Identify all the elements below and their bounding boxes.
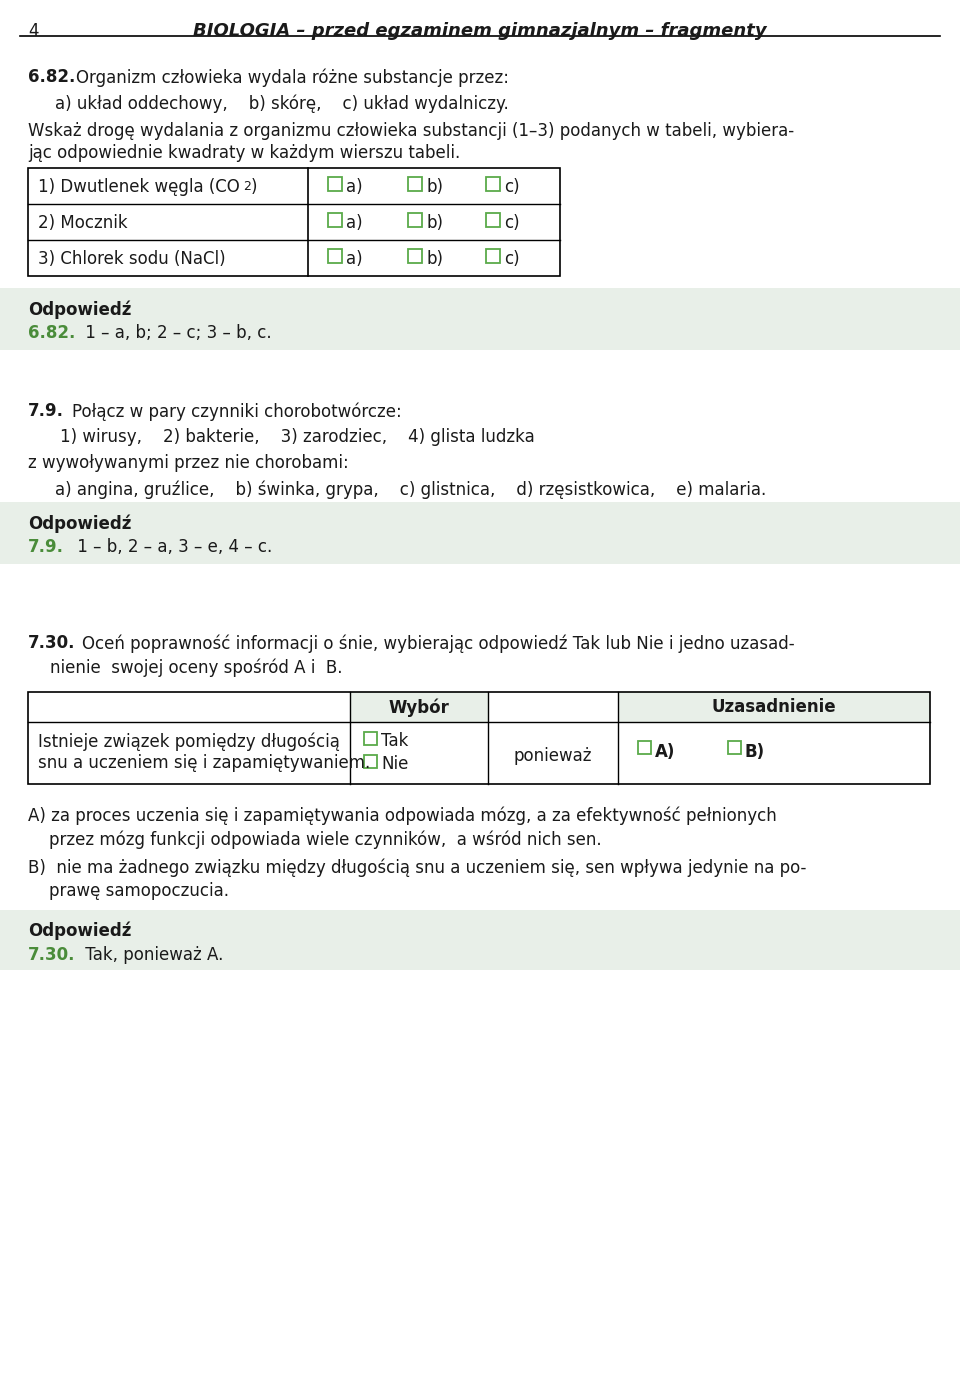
Bar — [0, 910, 960, 969]
Text: a) układ oddechowy,    b) skórę,    c) układ wydalniczy.: a) układ oddechowy, b) skórę, c) układ w… — [55, 94, 509, 113]
Bar — [364, 755, 377, 769]
Text: 6.82.: 6.82. — [28, 324, 76, 342]
Bar — [364, 732, 377, 745]
Bar — [408, 177, 422, 191]
Text: A) za proces uczenia się i zapamiętywania odpowiada mózg, a za efektywność pełni: A) za proces uczenia się i zapamiętywani… — [28, 806, 777, 825]
Bar — [408, 249, 422, 263]
Text: B): B) — [745, 742, 765, 760]
Text: Wybór: Wybór — [389, 698, 449, 716]
Bar — [486, 177, 500, 191]
Text: Wskaż drogę wydalania z organizmu człowieka substancji (1–3) podanych w tabeli, : Wskaż drogę wydalania z organizmu człowi… — [28, 122, 794, 140]
Bar — [0, 502, 960, 564]
Text: a): a) — [346, 177, 363, 197]
Text: 1 – a, b; 2 – c; 3 – b, c.: 1 – a, b; 2 – c; 3 – b, c. — [80, 324, 272, 342]
Bar — [328, 213, 342, 227]
Text: 7.9.: 7.9. — [28, 538, 64, 556]
Bar — [638, 741, 651, 754]
Text: Tak: Tak — [381, 732, 408, 749]
Text: ): ) — [251, 177, 257, 197]
Text: A): A) — [655, 742, 676, 760]
Bar — [408, 213, 422, 227]
Bar — [28, 168, 560, 276]
Text: Tak, ponieważ A.: Tak, ponieważ A. — [80, 946, 224, 964]
Text: Istnieje związek pomiędzy długością: Istnieje związek pomiędzy długością — [38, 732, 340, 751]
Text: 2) Mocznik: 2) Mocznik — [38, 214, 128, 232]
Text: b): b) — [426, 177, 443, 197]
Text: prawę samopoczucia.: prawę samopoczucia. — [28, 881, 229, 901]
Text: snu a uczeniem się i zapamiętywaniem.: snu a uczeniem się i zapamiętywaniem. — [38, 754, 371, 771]
Text: 7.30.: 7.30. — [28, 946, 76, 964]
Text: b): b) — [426, 250, 443, 268]
Text: 2: 2 — [243, 180, 251, 192]
Text: 6.82.: 6.82. — [28, 67, 76, 87]
Bar — [486, 213, 500, 227]
Text: przez mózg funkcji odpowiada wiele czynników,  a wśród nich sen.: przez mózg funkcji odpowiada wiele czynn… — [28, 830, 602, 848]
Text: b): b) — [426, 214, 443, 232]
Text: Uzasadnienie: Uzasadnienie — [711, 698, 836, 716]
Text: a) angina, gruźlice,    b) świnka, grypa,    c) glistnica,    d) rzęsistkowica, : a) angina, gruźlice, b) świnka, grypa, c… — [55, 480, 766, 499]
Text: Nie: Nie — [381, 755, 408, 773]
Text: BIOLOGIA – przed egzaminem gimnazjalnym – fragmenty: BIOLOGIA – przed egzaminem gimnazjalnym … — [193, 22, 767, 40]
Text: 1 – b, 2 – a, 3 – e, 4 – c.: 1 – b, 2 – a, 3 – e, 4 – c. — [72, 538, 273, 556]
Text: Organizm człowieka wydala różne substancje przez:: Organizm człowieka wydala różne substanc… — [76, 67, 509, 87]
Text: ponieważ: ponieważ — [514, 747, 592, 764]
Text: Odpowiedź: Odpowiedź — [28, 300, 132, 319]
Text: z wywoływanymi przez nie chorobami:: z wywoływanymi przez nie chorobami: — [28, 454, 348, 472]
Text: Odpowiedź: Odpowiedź — [28, 923, 132, 940]
Text: 1) wirusy,    2) bakterie,    3) zarodziec,    4) glista ludzka: 1) wirusy, 2) bakterie, 3) zarodziec, 4)… — [60, 428, 535, 446]
Bar — [486, 249, 500, 263]
Text: B)  nie ma żadnego związku między długością snu a uczeniem się, sen wpływa jedyn: B) nie ma żadnego związku między długośc… — [28, 858, 806, 876]
Text: c): c) — [504, 250, 519, 268]
Bar — [328, 249, 342, 263]
Text: 1) Dwutlenek węgla (CO: 1) Dwutlenek węgla (CO — [38, 177, 240, 197]
Bar — [350, 692, 488, 722]
Text: 7.30.: 7.30. — [28, 634, 76, 652]
Text: jąc odpowiednie kwadraty w każdym wierszu tabeli.: jąc odpowiednie kwadraty w każdym wiersz… — [28, 144, 460, 162]
Text: 3) Chlorek sodu (NaCl): 3) Chlorek sodu (NaCl) — [38, 250, 226, 268]
Text: a): a) — [346, 214, 363, 232]
Text: Oceń poprawność informacji o śnie, wybierając odpowiedź Tak lub Nie i jedno uzas: Oceń poprawność informacji o śnie, wybie… — [82, 634, 795, 653]
Text: a): a) — [346, 250, 363, 268]
Bar — [28, 692, 930, 784]
Text: c): c) — [504, 214, 519, 232]
Text: 7.9.: 7.9. — [28, 402, 64, 419]
Text: 4: 4 — [28, 22, 38, 40]
Bar — [328, 177, 342, 191]
Bar — [0, 287, 960, 351]
Text: c): c) — [504, 177, 519, 197]
Bar — [728, 741, 741, 754]
Bar — [618, 692, 930, 722]
Text: Odpowiedź: Odpowiedź — [28, 514, 132, 532]
Text: Połącz w pary czynniki chorobotwórcze:: Połącz w pary czynniki chorobotwórcze: — [72, 402, 401, 421]
Text: nienie  swojej oceny spośród A i  B.: nienie swojej oceny spośród A i B. — [50, 659, 343, 676]
